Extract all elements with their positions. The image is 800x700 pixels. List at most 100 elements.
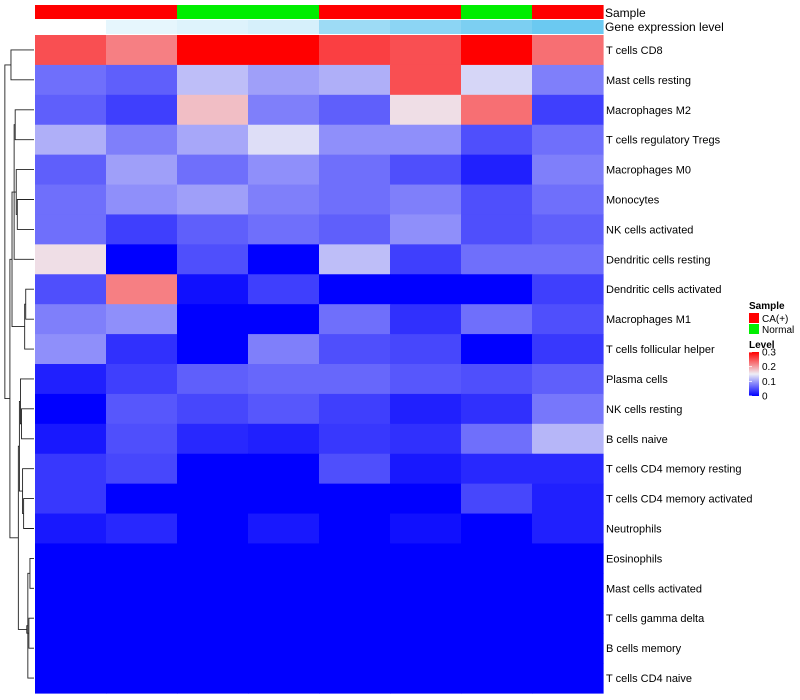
sample-annotation-cell [390,5,462,19]
heatmap-cell [106,304,178,335]
heatmap-cell [106,274,178,305]
heatmap-cell [390,393,462,425]
heatmap-cell [390,94,462,126]
gene-expression-annotation-cell [35,20,107,34]
heatmap-cell [532,364,604,395]
heatmap-cell [35,393,107,425]
heatmap-cell [461,274,533,305]
heatmap-cell [461,64,533,96]
dendrogram-branch [13,124,34,260]
sample-annotation-label: Sample [605,6,646,20]
heatmap-cell [35,573,107,604]
dendrogram-branch [14,109,34,141]
legend: Sample Level CA(+)Normal 0.3 0.2 0.1 0 [749,301,794,403]
heatmap-cell [177,154,249,186]
heatmap-cell [461,124,533,156]
heatmap-cell [461,603,533,634]
gene-expression-annotation-label: Gene expression level [605,20,724,34]
dendrogram-branch [22,468,34,514]
heatmap-cell [390,184,462,216]
heatmap-cell [390,35,462,66]
heatmap-cell [461,334,533,365]
heatmap-cell [319,334,391,365]
heatmap-cell [106,453,178,485]
heatmap-cell [35,663,107,694]
row-label: T cells CD4 memory resting [606,464,742,476]
heatmap-cell [106,364,178,395]
heatmap-cell [177,94,249,126]
row-dendrogram [4,49,34,679]
heatmap-cell [35,274,107,305]
heatmap-cell [461,364,533,395]
heatmap-cell [390,573,462,604]
annotation-labels: Sample Gene expression level [605,6,724,34]
row-label: T cells gamma delta [606,613,705,625]
heatmap-cell [461,633,533,664]
sample-annotation-cell [106,5,178,19]
heatmap-cell [248,483,320,515]
heatmap-cell [319,603,391,634]
heatmap-cell [248,423,320,455]
heatmap-cell [532,453,604,485]
heatmap-cell [390,154,462,186]
row-label: B cells memory [606,643,682,655]
heatmap-cell [461,453,533,485]
heatmap-cell [532,64,604,96]
row-label: NK cells resting [606,404,682,416]
heatmap-cell [319,663,391,694]
sample-annotation-cell [177,5,249,19]
row-label: Neutrophils [606,524,662,536]
heatmap-cell [106,633,178,664]
heatmap-cell [248,184,320,216]
heatmap-cell [390,633,462,664]
heatmap-cell [177,274,249,305]
sample-legend-swatch [749,324,759,334]
heatmap-cell [248,334,320,365]
heatmap-cell [106,64,178,96]
heatmap-cell [177,244,249,275]
heatmap-cell [106,184,178,216]
heatmap-cell [319,483,391,515]
gene-expression-annotation-cell [248,20,320,34]
row-label: Macrophages M1 [606,314,691,326]
heatmap-cell [390,304,462,335]
annotation-bars [35,5,604,34]
heatmap-cell [177,364,249,395]
heatmap-cell [248,154,320,186]
row-label: B cells naive [606,434,668,446]
heatmap-cell [390,64,462,96]
gene-expression-annotation-cell [106,20,178,34]
heatmap-cell [461,244,533,275]
row-label: Mast cells resting [606,75,691,87]
heatmap-cell [532,154,604,186]
row-label: T cells CD4 memory activated [606,494,753,506]
heatmap-cell [319,124,391,156]
sample-annotation-cell [248,5,320,19]
dendrogram-branch [21,408,34,440]
dendrogram-branch [16,199,34,230]
heatmap-cell [106,543,178,574]
level-legend-tick-label: 0.2 [762,362,776,373]
heatmap-cell [390,364,462,395]
row-label: T cells CD4 naive [606,673,692,685]
heatmap-cell [319,304,391,335]
heatmap-cell [248,663,320,694]
level-legend-tick-label: 0 [762,392,768,403]
heatmap-cell [35,154,107,186]
heatmap-cell [177,184,249,216]
heatmap-cell [532,483,604,515]
gene-expression-annotation-cell [461,20,533,34]
heatmap-cell [532,184,604,216]
heatmap-cell [177,64,249,96]
heatmap-cell [390,423,462,455]
heatmap-cell [319,453,391,485]
row-labels: T cells CD8 Mast cells resting Macrophages… [606,45,753,685]
heatmap-cell [35,603,107,634]
heatmap-cell [461,304,533,335]
heatmap-cell [532,274,604,305]
heatmap-cell [532,35,604,66]
sample-annotation-cell [319,5,391,19]
heatmap-cell [248,94,320,126]
dendrogram-branch [9,258,19,539]
heatmap-cell [177,423,249,455]
